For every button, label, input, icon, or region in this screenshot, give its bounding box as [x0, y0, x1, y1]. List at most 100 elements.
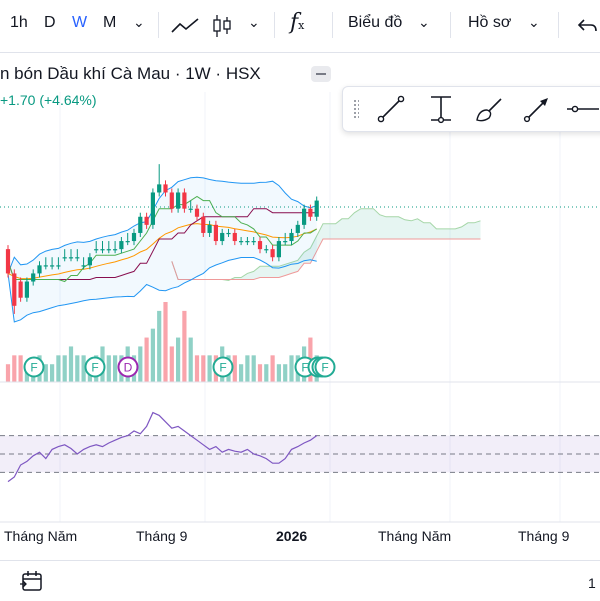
bottom-bar: 1: [0, 560, 600, 601]
volume-bar: [75, 355, 80, 382]
candle-body: [68, 257, 74, 259]
candle-body: [245, 241, 250, 243]
x-axis-label: Tháng 9: [136, 528, 188, 544]
candle-body: [81, 265, 86, 267]
candle-body: [43, 265, 48, 267]
volume-bar: [188, 337, 193, 382]
candle-body: [207, 224, 212, 233]
profile-menu-chevron-down-icon[interactable]: ⌄: [528, 14, 540, 30]
candle-body: [264, 249, 269, 251]
drawing-tools-panel: [342, 86, 600, 132]
financial-report-marker[interactable]: F: [23, 356, 45, 378]
interval-1h[interactable]: 1h: [10, 14, 28, 31]
candles-icon[interactable]: [210, 12, 234, 40]
chart-type-chevron-down-icon[interactable]: ⌄: [248, 14, 260, 30]
financial-report-marker[interactable]: F: [314, 356, 336, 378]
chart-menu-button[interactable]: Biểu đồ: [348, 14, 403, 31]
candle-body: [220, 232, 225, 242]
interval-d[interactable]: D: [44, 14, 56, 31]
ichimoku-conversion-line: [7, 195, 317, 283]
volume-bar: [68, 346, 74, 382]
volume-bar: [157, 310, 162, 382]
fx-icon[interactable]: fx: [290, 10, 305, 35]
horizontal-line-icon[interactable]: [567, 93, 599, 125]
candle-body: [239, 241, 244, 243]
profile-menu-button[interactable]: Hồ sơ: [468, 14, 512, 31]
volume-bar: [150, 328, 155, 382]
interval-chevron-down-icon[interactable]: ⌄: [133, 14, 145, 30]
candle-body: [12, 273, 17, 306]
price-change: +1.70 (+4.64%): [0, 92, 97, 108]
marker-label: D: [124, 361, 133, 375]
x-axis-label: Tháng 9: [518, 528, 570, 544]
volume-bar: [251, 355, 256, 382]
volume-bar: [81, 355, 86, 382]
candle-body: [302, 208, 307, 225]
collapse-legend-button[interactable]: [311, 66, 331, 82]
candle-body: [24, 281, 29, 298]
x-axis-label: Tháng Năm: [378, 528, 452, 544]
volume-bar: [113, 355, 118, 382]
marker-circle: [314, 356, 336, 378]
marker-label: F: [91, 361, 98, 375]
candle-body: [226, 232, 231, 235]
volume-bar: [257, 364, 263, 382]
volume-bar: [289, 355, 294, 382]
interval-m[interactable]: M: [103, 14, 117, 31]
ichimoku-span-b: [171, 238, 481, 280]
x-axis-label: 2026: [276, 528, 308, 544]
chart-menu-chevron-down-icon[interactable]: ⌄: [418, 14, 430, 30]
trend-line-icon[interactable]: [375, 93, 407, 125]
volume-bar: [12, 355, 17, 382]
marker-circle: [23, 356, 45, 378]
volume-bar: [270, 355, 275, 382]
candle-body: [213, 224, 218, 242]
line-chart-icon[interactable]: [170, 16, 200, 36]
price-chart[interactable]: FFDFFFFF: [0, 52, 600, 560]
financial-report-marker[interactable]: F: [212, 356, 234, 378]
candle-body: [176, 192, 181, 209]
volume-bar: [201, 355, 206, 382]
bottom-right-text: 1: [588, 575, 596, 591]
moving-average-line: [7, 223, 317, 280]
marker-circle: [212, 356, 234, 378]
undo-icon[interactable]: [576, 16, 598, 36]
candle-body: [18, 281, 23, 298]
marker-label: F: [30, 361, 37, 375]
candle-body: [182, 192, 187, 209]
brush-icon[interactable]: [473, 93, 505, 125]
marker-label: F: [301, 361, 308, 375]
volume-bar: [245, 355, 250, 382]
candle-body: [251, 241, 256, 243]
financial-report-marker[interactable]: F: [84, 356, 106, 378]
candle-body: [169, 192, 174, 209]
candle-body: [289, 232, 294, 242]
arrow-icon[interactable]: [521, 93, 553, 125]
measure-icon[interactable]: [425, 93, 457, 125]
candle-body: [56, 265, 61, 267]
candle-body: [201, 216, 206, 233]
volume-bar: [276, 364, 281, 382]
candle-body: [314, 200, 319, 217]
candle-body: [100, 249, 105, 251]
volume-bar: [5, 364, 11, 382]
dividend-marker[interactable]: D: [117, 356, 139, 378]
marker-circle: [117, 356, 139, 378]
volume-bar: [207, 355, 212, 382]
volume-bar: [106, 355, 111, 382]
candle-body: [5, 249, 11, 274]
toolbar-divider: [158, 12, 159, 38]
volume-bar: [18, 355, 23, 382]
candle-body: [257, 241, 263, 250]
drag-handle-icon[interactable]: [353, 99, 359, 119]
volume-bar: [169, 346, 174, 382]
calendar-icon[interactable]: [20, 569, 44, 593]
bollinger-fill: [8, 177, 317, 322]
candle-body: [106, 249, 111, 251]
toolbar-divider: [332, 12, 333, 38]
candle-body: [119, 241, 124, 250]
candle-body: [270, 249, 275, 258]
interval-w[interactable]: W: [72, 14, 88, 31]
candle-body: [276, 241, 281, 258]
ichimoku-cloud: [171, 208, 481, 281]
